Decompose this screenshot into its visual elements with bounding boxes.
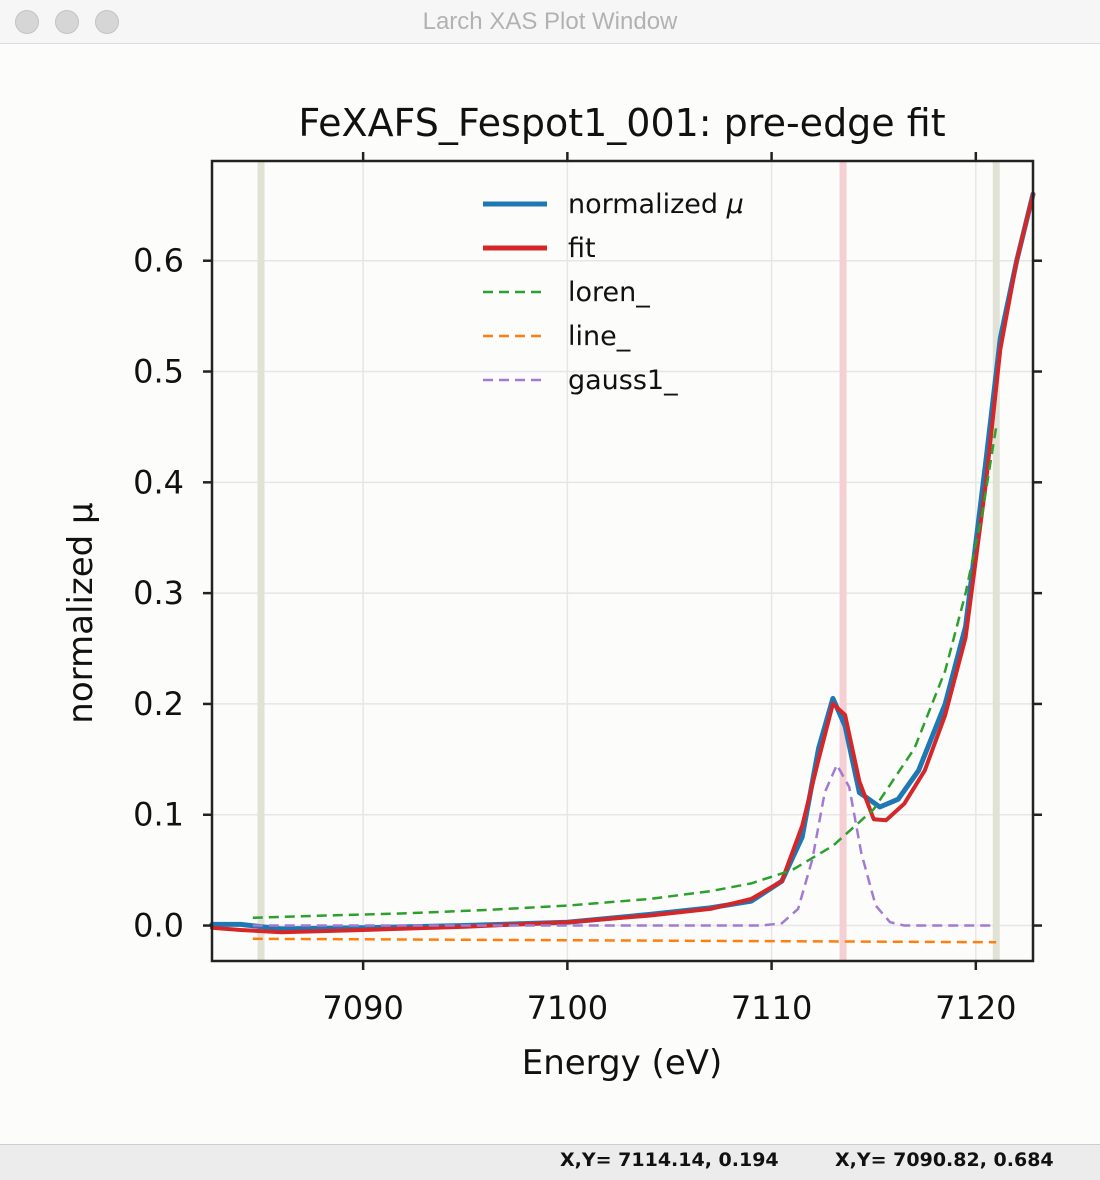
window-title: Larch XAS Plot Window (422, 8, 678, 35)
legend: normalized μ fit loren_ line_ gauss1_ (483, 189, 744, 396)
legend-label: normalized μ (568, 189, 744, 220)
axis-ticks: 7090 7100 7110 7120 0.0 0.1 0.2 0.3 0.4 0.5 0.6 (133, 152, 1042, 1027)
y-tick-label: 0.4 (133, 463, 184, 501)
chart-title: FeXAFS_Fespot1_001: pre-edge fit (298, 101, 945, 145)
status-bar: X,Y= 7114.14, 0.194 X,Y= 7090.82, 0.684 (0, 1144, 1100, 1180)
x-axis-label: Energy (eV) (522, 1043, 723, 1083)
legend-label: line_ (568, 321, 631, 352)
plot-area[interactable]: 7090 7100 7110 7120 0.0 0.1 0.2 0.3 0.4 0.5 0.6 Fe… (0, 44, 1100, 1144)
zoom-window-button[interactable] (95, 10, 119, 34)
status-cursor-readout-2: X,Y= 7090.82, 0.684 (835, 1149, 1054, 1171)
chart-svg[interactable]: 7090 7100 7110 7120 0.0 0.1 0.2 0.3 0.4 0.5 0.6 Fe… (0, 44, 1100, 1144)
window-titlebar: Larch XAS Plot Window (0, 0, 1100, 44)
y-tick-label: 0.2 (133, 685, 184, 723)
status-cursor-readout-1: X,Y= 7114.14, 0.194 (560, 1149, 779, 1171)
legend-label: loren_ (568, 277, 650, 308)
series-line-4 (252, 763, 997, 927)
vertical-markers (257, 161, 1000, 961)
x-tick-label: 7120 (935, 989, 1016, 1027)
x-tick-label: 7110 (731, 989, 812, 1027)
y-tick-label: 0.6 (133, 242, 184, 280)
x-tick-label: 7100 (527, 989, 608, 1027)
axes-frame (210, 159, 1035, 963)
y-tick-label: 0.0 (133, 907, 184, 945)
y-tick-label: 0.5 (133, 353, 184, 391)
data-series (209, 191, 1036, 944)
legend-label: gauss1_ (568, 365, 678, 396)
x-tick-label: 7090 (322, 989, 403, 1027)
y-axis-label: normalized μ (61, 502, 101, 723)
y-tick-label: 0.3 (133, 574, 184, 612)
close-window-button[interactable] (15, 10, 39, 34)
legend-label: fit (568, 233, 596, 264)
series-line-3 (252, 937, 997, 944)
minimize-window-button[interactable] (55, 10, 79, 34)
y-tick-label: 0.1 (133, 796, 184, 834)
series-line-2 (252, 426, 998, 920)
